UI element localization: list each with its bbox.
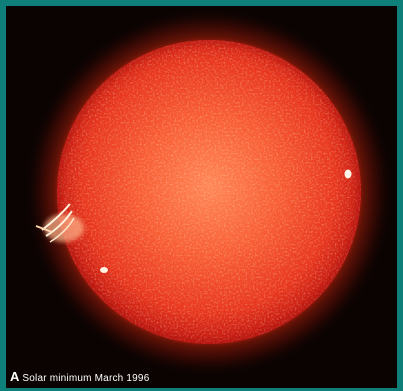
limb-ring: [56, 39, 362, 345]
granulation-texture: [57, 40, 361, 344]
caption-text: Solar minimum March 1996: [22, 373, 150, 384]
active-region-left: [35, 203, 84, 243]
flare-spot-lower: [100, 267, 108, 273]
image-caption: A Solar minimum March 1996: [10, 369, 149, 384]
sun-image: [23, 6, 395, 378]
bright-point-right: [344, 169, 352, 179]
caption-letter: A: [10, 369, 20, 384]
solar-photo: A Solar minimum March 1996: [6, 6, 397, 388]
